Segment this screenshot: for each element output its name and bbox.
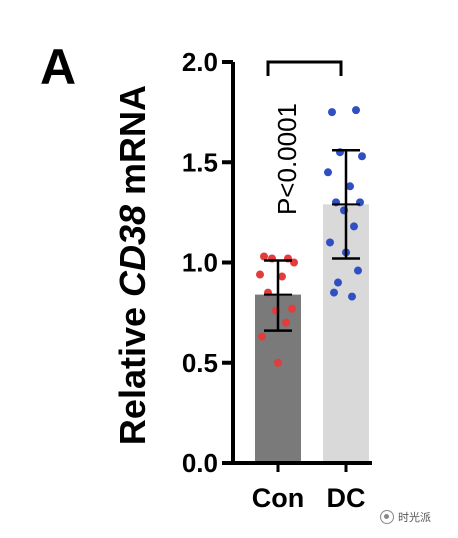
data-point (348, 292, 356, 301)
y-axis-title: Relative CD38 mRNA (112, 85, 153, 445)
y-tick-label: 2.0 (182, 47, 218, 77)
x-tick-label-con: Con (252, 483, 304, 513)
p-value-label: P<0.0001 (272, 103, 302, 215)
data-point (346, 182, 354, 191)
y-tick-label: 0.0 (182, 448, 218, 478)
y-tick-label: 0.5 (182, 348, 218, 378)
watermark-text: 时光派 (398, 511, 431, 524)
data-point (354, 266, 362, 275)
y-tick-label: 1.5 (182, 147, 218, 177)
data-point (334, 278, 342, 287)
bars (255, 204, 369, 464)
y-tick-label: 1.0 (182, 248, 218, 278)
data-point (288, 304, 296, 313)
y-axis-title-gene: CD38 (112, 205, 153, 297)
y-axis-title-suffix: mRNA (112, 85, 153, 205)
y-axis-title-group: Relative CD38 mRNA (112, 85, 153, 445)
panel-label: A (40, 39, 77, 95)
data-point (278, 272, 286, 281)
error-bars (264, 148, 360, 332)
data-point (358, 152, 366, 161)
data-point (330, 288, 338, 297)
data-point (350, 222, 358, 231)
data-point (324, 168, 332, 177)
data-point (258, 332, 266, 341)
data-point (328, 108, 336, 117)
data-point (256, 270, 264, 279)
watermark: 时光派 (380, 509, 431, 525)
x-axis: Con DC (231, 461, 372, 513)
data-point (352, 106, 360, 115)
y-axis: 0.0 0.5 1.0 1.5 2.0 (182, 47, 235, 478)
data-point (260, 252, 268, 261)
significance-annotation: P<0.0001 (266, 60, 343, 215)
significance-bracket (266, 60, 343, 76)
data-point (282, 318, 290, 327)
y-axis-title-prefix: Relative (112, 297, 153, 445)
data-point (274, 358, 282, 367)
data-point (326, 238, 334, 247)
x-tick-label-dc: DC (327, 483, 366, 513)
wechat-icon (380, 510, 394, 524)
